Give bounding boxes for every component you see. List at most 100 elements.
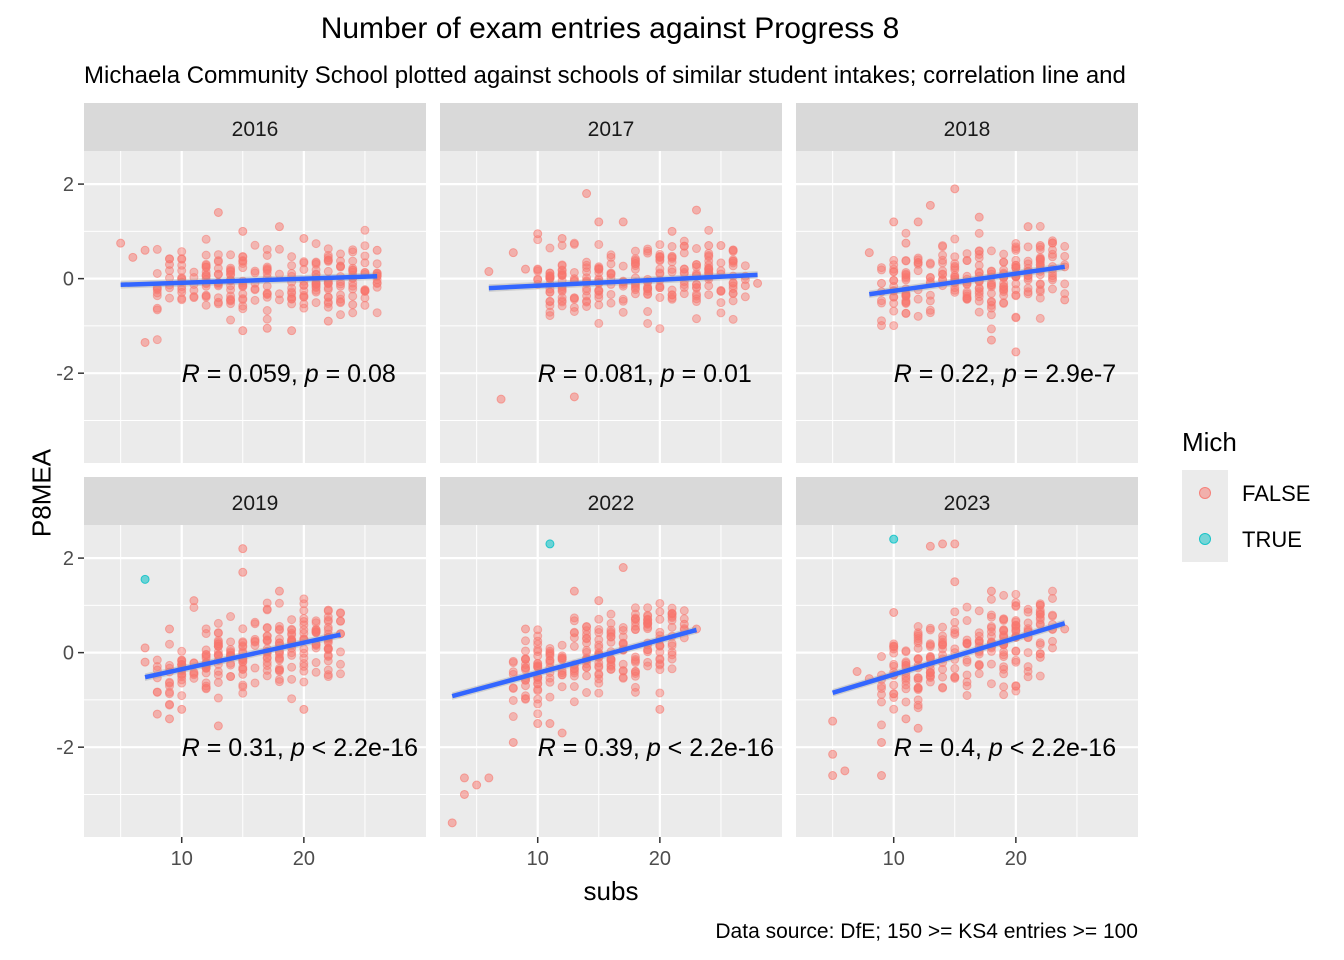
panel-background [796, 525, 1138, 837]
data-point [618, 261, 628, 271]
data-point [925, 625, 935, 635]
data-point [643, 661, 653, 671]
facet-panel-2019: 2019 R = 0.31, p < 2.2e-16 -2 0 2 10 20 [56, 477, 426, 870]
data-point [323, 244, 333, 254]
data-point [618, 307, 628, 317]
data-point [889, 267, 899, 277]
correlation-annotation: R = 0.081, p = 0.01 [538, 360, 752, 388]
data-point [533, 639, 543, 649]
data-point [901, 291, 911, 301]
data-point [165, 639, 174, 649]
data-point [889, 306, 899, 316]
data-point [582, 645, 592, 655]
data-point [667, 647, 677, 657]
data-point [299, 606, 309, 616]
data-point [643, 318, 653, 328]
data-point [140, 245, 150, 255]
data-point [950, 672, 960, 682]
data-point [877, 265, 886, 275]
data-point [962, 635, 972, 645]
data-point [360, 258, 370, 268]
data-point [740, 292, 750, 302]
data-point [655, 614, 665, 624]
data-point [594, 670, 604, 680]
data-point [667, 622, 677, 632]
data-point [1060, 279, 1070, 289]
data-point [545, 297, 555, 307]
data-point [643, 647, 653, 657]
data-point [262, 636, 272, 646]
data-point [569, 613, 579, 623]
data-point [545, 273, 555, 283]
data-point [1023, 662, 1033, 672]
data-point [360, 285, 370, 295]
data-point [938, 683, 948, 693]
data-point [274, 244, 284, 254]
data-point [238, 304, 248, 314]
data-point [569, 697, 579, 707]
data-point [545, 677, 555, 687]
data-point [336, 294, 345, 304]
data-point [877, 296, 886, 306]
data-point [299, 625, 309, 635]
data-point [606, 664, 616, 674]
data-point [618, 623, 628, 633]
data-point [938, 664, 948, 674]
data-point [938, 631, 948, 641]
data-point [655, 240, 665, 250]
data-point [877, 681, 886, 691]
annotation-r-value: = 0.31, [200, 734, 291, 762]
trend-line [144, 632, 341, 680]
data-point [250, 637, 260, 647]
data-point [287, 694, 297, 704]
data-point [262, 671, 272, 681]
data-point [606, 252, 616, 262]
data-point [630, 285, 640, 295]
data-point [692, 314, 701, 324]
data-point [594, 661, 604, 671]
data-point [238, 664, 248, 674]
data-point [667, 664, 677, 674]
data-point [348, 256, 358, 266]
panel-background [796, 151, 1138, 463]
facet-panel-2018: 2018 R = 0.22, p = 2.9e-7 [796, 103, 1138, 463]
data-point [533, 647, 543, 657]
data-point [1011, 313, 1021, 323]
data-point [372, 308, 382, 318]
data-point [213, 641, 223, 651]
y-tick-label: -2 [56, 737, 74, 759]
y-tick-label: 2 [63, 548, 74, 570]
data-point [557, 233, 567, 243]
data-point [901, 697, 911, 707]
data-point [299, 616, 309, 626]
data-point [643, 244, 653, 254]
data-point [594, 262, 604, 272]
data-point [533, 625, 543, 635]
data-point [496, 394, 506, 404]
facet-strip [440, 477, 782, 525]
data-point [213, 693, 223, 703]
data-point [679, 283, 689, 293]
data-point [226, 315, 236, 325]
data-point [521, 264, 530, 274]
data-point [986, 610, 996, 620]
data-point [508, 712, 518, 722]
data-point [262, 323, 272, 333]
data-point [999, 249, 1009, 259]
data-point [655, 268, 665, 278]
data-point [323, 670, 333, 680]
data-point [877, 321, 886, 331]
annotation-r: R [894, 734, 912, 762]
data-point [962, 289, 972, 299]
data-point [655, 627, 665, 637]
data-point [582, 622, 592, 632]
data-point [877, 263, 886, 273]
data-point [360, 300, 370, 310]
data-point [999, 282, 1009, 292]
data-point [999, 257, 1009, 267]
data-point [201, 683, 211, 693]
data-point [1011, 601, 1021, 611]
data-point [1048, 593, 1057, 603]
data-point [692, 244, 701, 254]
data-point [1035, 652, 1045, 662]
